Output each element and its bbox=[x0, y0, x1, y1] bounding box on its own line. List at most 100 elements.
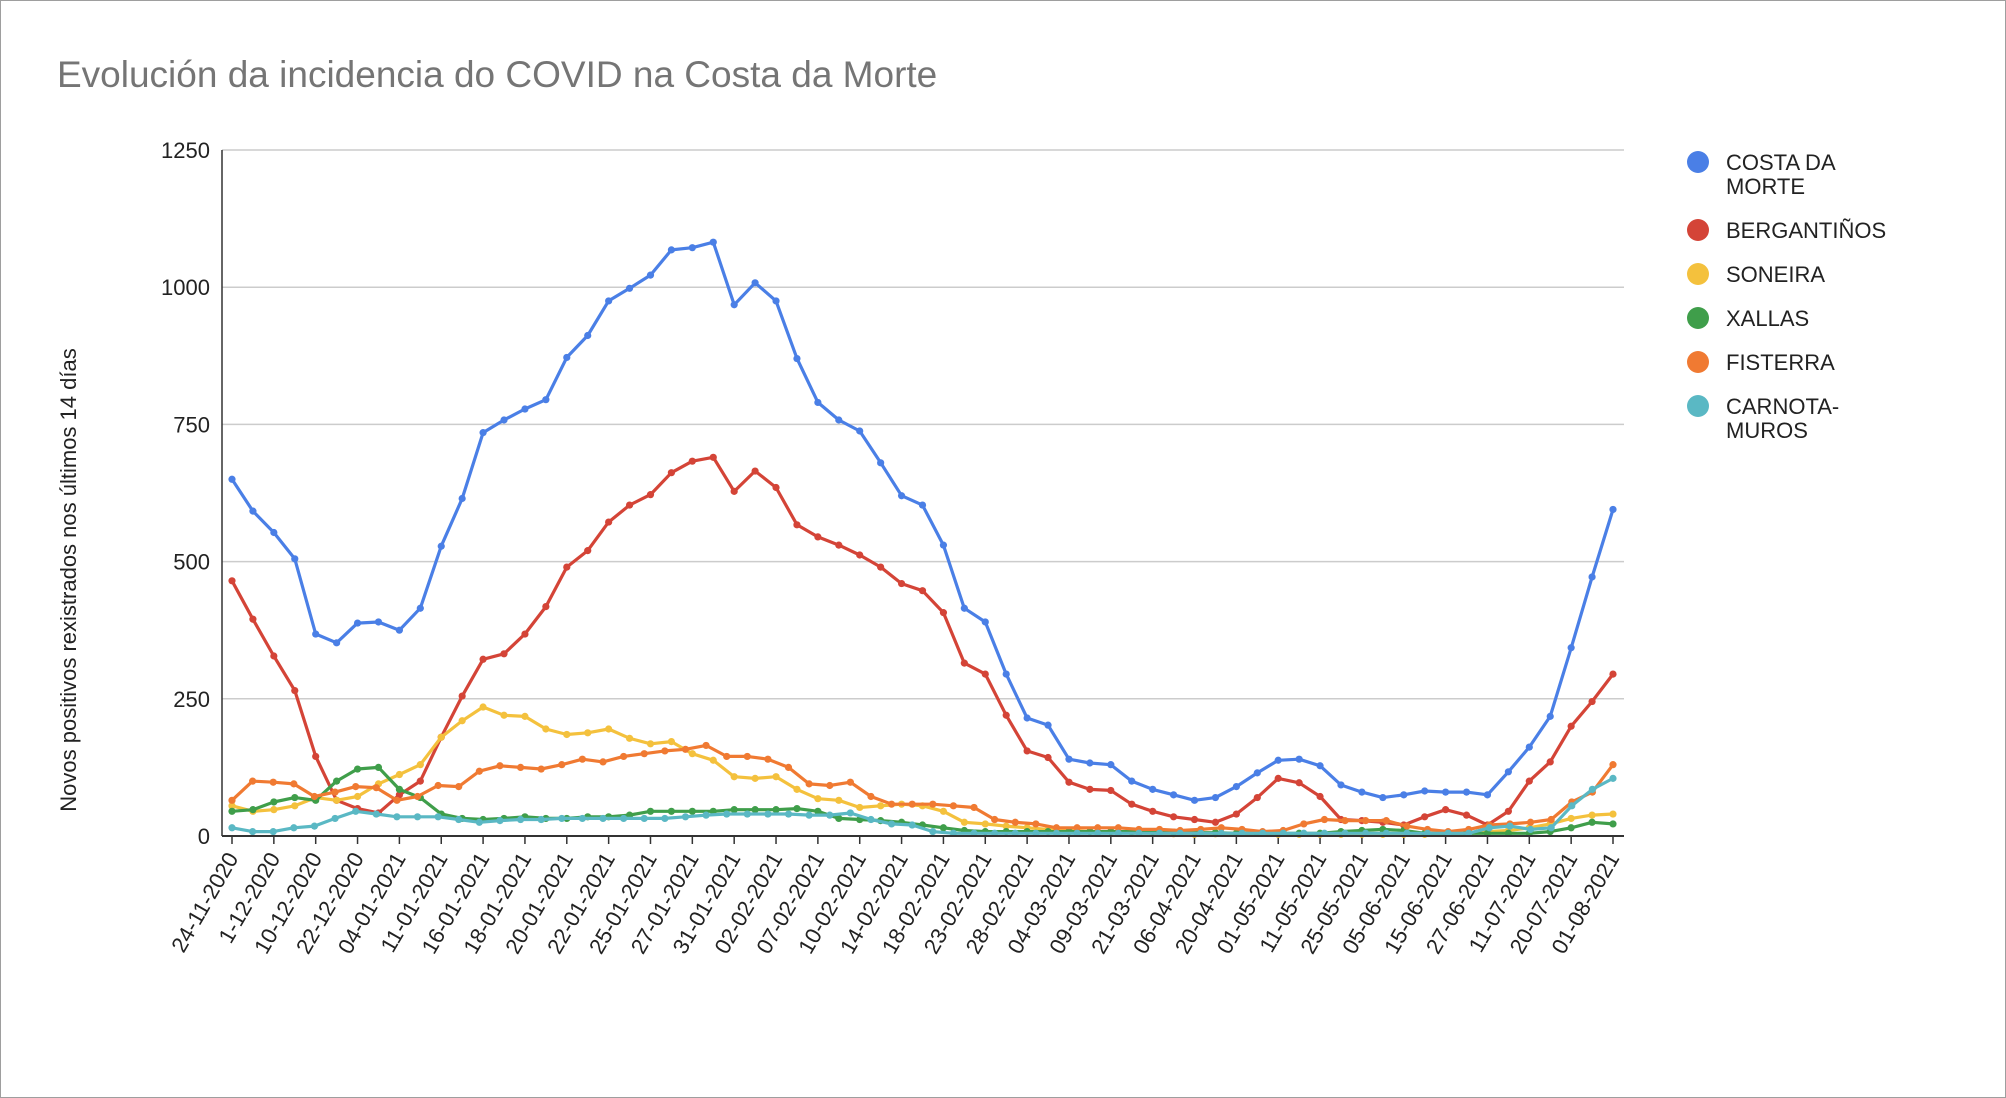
data-point[interactable] bbox=[249, 615, 257, 623]
data-point[interactable] bbox=[1567, 814, 1575, 823]
data-point[interactable] bbox=[1421, 813, 1429, 821]
data-point[interactable] bbox=[270, 528, 278, 537]
data-point[interactable] bbox=[793, 785, 801, 793]
data-point[interactable] bbox=[291, 555, 299, 563]
data-point[interactable] bbox=[578, 814, 587, 823]
data-point[interactable] bbox=[521, 405, 529, 413]
data-point[interactable] bbox=[333, 796, 341, 804]
data-point[interactable] bbox=[249, 828, 257, 836]
data-point[interactable] bbox=[1442, 806, 1450, 814]
data-point[interactable] bbox=[1002, 711, 1010, 719]
data-point[interactable] bbox=[563, 353, 571, 362]
data-point[interactable] bbox=[416, 604, 424, 612]
data-point[interactable] bbox=[814, 807, 822, 815]
data-point[interactable] bbox=[1504, 768, 1512, 776]
data-point[interactable] bbox=[500, 416, 508, 424]
data-point[interactable] bbox=[312, 630, 320, 638]
data-point[interactable] bbox=[1588, 818, 1596, 826]
data-point[interactable] bbox=[584, 729, 592, 737]
data-point[interactable] bbox=[772, 483, 780, 492]
data-point[interactable] bbox=[856, 551, 864, 559]
data-point[interactable] bbox=[939, 824, 948, 832]
data-point[interactable] bbox=[1086, 759, 1094, 767]
data-point[interactable] bbox=[709, 453, 717, 461]
data-point[interactable] bbox=[249, 806, 257, 814]
data-point[interactable] bbox=[1128, 800, 1136, 808]
data-point[interactable] bbox=[584, 547, 592, 555]
data-point[interactable] bbox=[1002, 822, 1010, 830]
data-point[interactable] bbox=[784, 810, 793, 818]
data-point[interactable] bbox=[1232, 783, 1240, 791]
data-point[interactable] bbox=[228, 577, 236, 585]
data-point[interactable] bbox=[496, 762, 504, 770]
data-point[interactable] bbox=[1253, 769, 1261, 777]
data-point[interactable] bbox=[1341, 817, 1349, 825]
data-point[interactable] bbox=[1547, 824, 1555, 832]
data-point[interactable] bbox=[1065, 755, 1073, 763]
data-point[interactable] bbox=[1073, 824, 1081, 832]
data-point[interactable] bbox=[542, 725, 550, 733]
data-point[interactable] bbox=[661, 814, 669, 823]
data-point[interactable] bbox=[1023, 747, 1031, 755]
data-point[interactable] bbox=[228, 824, 236, 832]
data-point[interactable] bbox=[723, 810, 731, 818]
data-point[interactable] bbox=[578, 755, 587, 763]
data-point[interactable] bbox=[1547, 815, 1555, 824]
data-point[interactable] bbox=[960, 659, 968, 667]
data-point[interactable] bbox=[291, 802, 299, 810]
data-point[interactable] bbox=[475, 767, 483, 775]
data-point[interactable] bbox=[1149, 807, 1157, 815]
data-point[interactable] bbox=[1609, 505, 1617, 514]
data-point[interactable] bbox=[939, 807, 948, 815]
data-point[interactable] bbox=[981, 618, 989, 626]
data-point[interactable] bbox=[1609, 761, 1617, 769]
data-point[interactable] bbox=[640, 750, 648, 758]
data-point[interactable] bbox=[1609, 670, 1617, 678]
data-point[interactable] bbox=[625, 284, 634, 292]
data-point[interactable] bbox=[1295, 755, 1303, 763]
data-point[interactable] bbox=[269, 778, 277, 786]
data-point[interactable] bbox=[1011, 818, 1019, 826]
data-point[interactable] bbox=[310, 792, 319, 801]
data-point[interactable] bbox=[413, 813, 422, 821]
data-point[interactable] bbox=[416, 777, 424, 785]
data-point[interactable] bbox=[605, 725, 613, 733]
data-point[interactable] bbox=[908, 821, 916, 829]
data-point[interactable] bbox=[846, 778, 854, 786]
data-point[interactable] bbox=[751, 279, 759, 287]
data-point[interactable] bbox=[856, 803, 864, 812]
data-point[interactable] bbox=[516, 815, 525, 824]
data-point[interactable] bbox=[702, 741, 710, 750]
data-point[interactable] bbox=[1588, 573, 1596, 581]
data-point[interactable] bbox=[688, 750, 696, 758]
data-point[interactable] bbox=[374, 763, 383, 772]
data-point[interactable] bbox=[646, 491, 655, 499]
data-point[interactable] bbox=[228, 807, 236, 815]
data-point[interactable] bbox=[291, 686, 299, 695]
data-point[interactable] bbox=[374, 618, 383, 626]
data-point[interactable] bbox=[1023, 714, 1031, 722]
data-point[interactable] bbox=[835, 541, 843, 549]
data-point[interactable] bbox=[500, 650, 508, 658]
data-point[interactable] bbox=[331, 788, 339, 796]
data-point[interactable] bbox=[667, 738, 676, 746]
data-point[interactable] bbox=[353, 619, 362, 627]
data-point[interactable] bbox=[521, 630, 529, 638]
data-point[interactable] bbox=[1588, 697, 1596, 706]
data-point[interactable] bbox=[1526, 818, 1535, 826]
data-point[interactable] bbox=[620, 752, 628, 761]
data-point[interactable] bbox=[599, 758, 607, 766]
data-point[interactable] bbox=[1044, 753, 1052, 762]
data-point[interactable] bbox=[646, 271, 655, 279]
data-point[interactable] bbox=[730, 806, 738, 814]
data-point[interactable] bbox=[437, 542, 445, 550]
data-point[interactable] bbox=[1506, 822, 1514, 830]
data-point[interactable] bbox=[646, 807, 655, 815]
data-point[interactable] bbox=[1316, 792, 1324, 801]
data-point[interactable] bbox=[814, 795, 822, 803]
data-point[interactable] bbox=[960, 818, 968, 826]
data-point[interactable] bbox=[290, 780, 298, 788]
data-point[interactable] bbox=[269, 828, 277, 836]
data-point[interactable] bbox=[1358, 788, 1366, 796]
data-point[interactable] bbox=[475, 818, 483, 826]
